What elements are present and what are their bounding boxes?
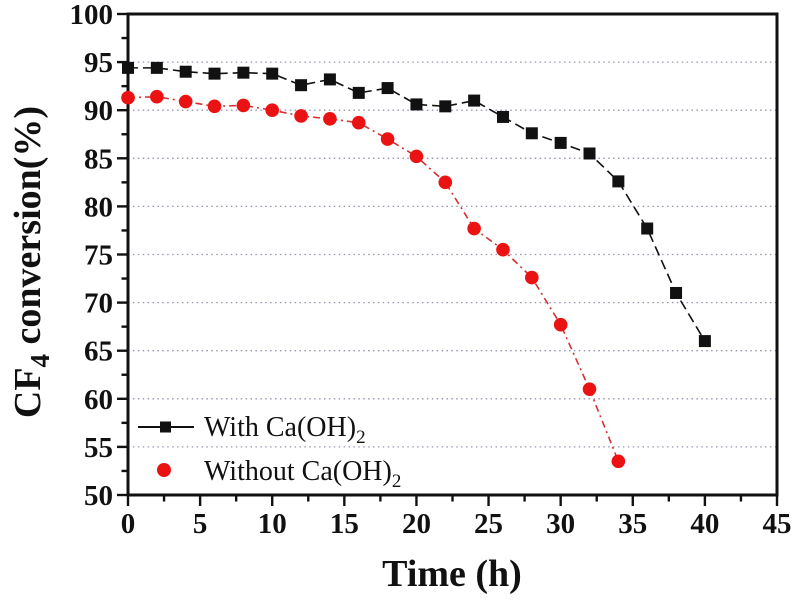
data-point-with-caoh2-34h xyxy=(612,175,625,188)
x-tick-label-15: 15 xyxy=(330,508,359,540)
data-point-without-caoh2-6h xyxy=(207,99,222,114)
y-tick-label-70: 70 xyxy=(84,288,113,320)
y-tick-label-85: 85 xyxy=(84,143,113,175)
y-tick-label-60: 60 xyxy=(84,384,113,416)
legend-label-main: With Ca(OH) xyxy=(204,412,356,443)
x-tick-label-10: 10 xyxy=(258,508,287,540)
legend-label-subscript: 2 xyxy=(392,471,402,492)
data-point-with-caoh2-16h xyxy=(352,86,365,99)
series-line-1 xyxy=(127,95,620,462)
y-tick-label-95: 95 xyxy=(84,47,113,79)
x-tick-label-40: 40 xyxy=(690,508,719,540)
x-tick-label-5: 5 xyxy=(193,508,208,540)
y-tick-label-80: 80 xyxy=(84,191,113,223)
x-tick-label-30: 30 xyxy=(546,508,575,540)
x-axis-title: Time (h) xyxy=(382,553,522,595)
data-point-with-caoh2-10h xyxy=(266,67,279,80)
data-point-without-caoh2-10h xyxy=(265,103,280,117)
data-point-with-caoh2-28h xyxy=(525,127,538,140)
data-point-without-caoh2-0h xyxy=(121,90,135,105)
y-tick-label-100: 100 xyxy=(70,0,114,31)
data-point-without-caoh2-34h xyxy=(611,454,626,469)
gridlines-layer xyxy=(128,61,777,448)
x-tick-label-45: 45 xyxy=(763,508,792,540)
y-tick-label-55: 55 xyxy=(84,432,113,464)
series-line-0 xyxy=(128,67,706,342)
data-point-without-caoh2-2h xyxy=(150,89,164,104)
data-point-without-caoh2-28h xyxy=(525,270,539,285)
data-point-with-caoh2-32h xyxy=(583,147,596,160)
y-tick-label-65: 65 xyxy=(84,336,113,368)
legend-label-subscript: 2 xyxy=(356,427,366,448)
data-point-with-caoh2-22h xyxy=(439,100,452,113)
data-point-without-caoh2-16h xyxy=(351,115,366,130)
data-point-without-caoh2-30h xyxy=(553,317,568,332)
x-tick-label-35: 35 xyxy=(618,508,647,540)
data-point-without-caoh2-26h xyxy=(496,242,510,257)
data-point-with-caoh2-40h xyxy=(698,335,711,348)
legend-square-marker xyxy=(160,421,171,433)
data-markers-layer xyxy=(121,61,711,469)
data-point-without-caoh2-22h xyxy=(438,175,453,190)
data-point-with-caoh2-20h xyxy=(410,98,423,111)
legend: With Ca(OH)2 Without Ca(OH)2 xyxy=(138,412,401,492)
data-point-without-caoh2-8h xyxy=(236,98,251,113)
y-axis-title-prefix: CF xyxy=(7,367,49,418)
data-point-with-caoh2-0h xyxy=(122,61,134,74)
data-point-with-caoh2-2h xyxy=(150,61,163,74)
data-point-with-caoh2-6h xyxy=(208,67,221,80)
data-point-with-caoh2-38h xyxy=(670,286,683,299)
data-point-without-caoh2-4h xyxy=(178,94,193,109)
data-point-with-caoh2-4h xyxy=(179,65,192,78)
legend-label-without-caoh2: Without Ca(OH)2 xyxy=(204,456,401,492)
plot-frame xyxy=(126,12,779,497)
y-axis-title: CF4 conversion(%) xyxy=(7,106,55,418)
tick-labels-layer: 0 5 10 15 20 25 30 35 40 45 50 55 60 65 70 75 80 85 90 95 10… xyxy=(70,0,792,540)
series-markers-1 xyxy=(121,89,626,469)
y-tick-label-90: 90 xyxy=(84,95,113,127)
data-point-without-caoh2-12h xyxy=(294,109,308,123)
axis-ticks-layer xyxy=(117,12,779,506)
y-tick-label-50: 50 xyxy=(84,480,113,512)
data-point-without-caoh2-14h xyxy=(323,112,337,126)
data-point-without-caoh2-18h xyxy=(380,132,395,146)
data-point-with-caoh2-8h xyxy=(237,66,250,79)
y-tick-label-75: 75 xyxy=(84,240,113,272)
x-tick-label-0: 0 xyxy=(121,508,136,540)
legend-entry-with-caoh2: With Ca(OH)2 xyxy=(138,412,366,448)
data-point-without-caoh2-32h xyxy=(582,382,597,396)
x-tick-label-20: 20 xyxy=(402,508,431,540)
data-point-with-caoh2-26h xyxy=(496,110,509,123)
data-point-without-caoh2-20h xyxy=(409,149,424,164)
legend-entry-without-caoh2: Without Ca(OH)2 xyxy=(157,456,401,492)
legend-circle-marker xyxy=(157,463,171,477)
y-axis-title-subscript: 4 xyxy=(25,354,55,368)
data-point-with-caoh2-24h xyxy=(468,94,481,107)
data-point-with-caoh2-36h xyxy=(641,222,654,235)
x-tick-label-25: 25 xyxy=(474,508,503,540)
data-point-with-caoh2-12h xyxy=(295,79,308,92)
y-axis-title-suffix: conversion(%) xyxy=(7,106,49,354)
legend-label-with-caoh2: With Ca(OH)2 xyxy=(204,412,366,448)
data-point-with-caoh2-30h xyxy=(554,136,567,149)
data-point-without-caoh2-24h xyxy=(467,221,481,236)
data-point-with-caoh2-18h xyxy=(381,82,394,95)
series-markers-0 xyxy=(122,61,711,348)
legend-label-main: Without Ca(OH) xyxy=(204,456,392,487)
series-lines-layer xyxy=(127,67,706,462)
data-point-with-caoh2-14h xyxy=(323,73,336,86)
